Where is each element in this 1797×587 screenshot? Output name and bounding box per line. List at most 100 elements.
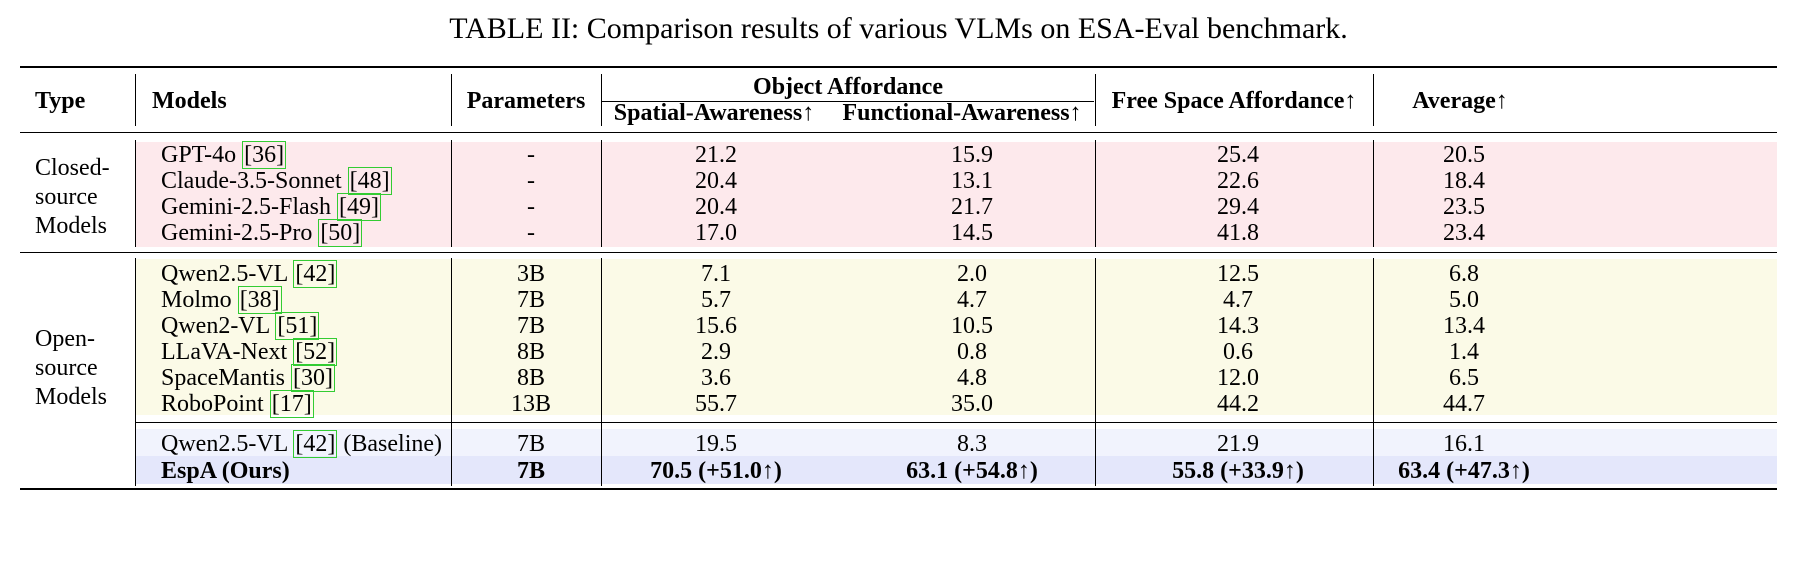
vline-params (601, 74, 603, 126)
cell-free-space: 12.5 (1217, 261, 1259, 287)
vline-params (601, 140, 603, 247)
cell-model: LLaVA-Next [52] (161, 337, 338, 367)
group-rule (20, 252, 1777, 254)
closed-source-line3: Models (35, 213, 107, 239)
cell-spatial-awareness: 17.0 (695, 220, 737, 246)
top-rule (20, 66, 1777, 68)
cell-average: 16.1 (1443, 431, 1485, 457)
header-rule (20, 132, 1777, 134)
cell-model: GPT-4o [36] (161, 140, 287, 170)
cell-free-space: 12.0 (1217, 365, 1259, 391)
citation-link[interactable]: [42] (293, 260, 338, 288)
citation-link[interactable]: [49] (336, 193, 381, 221)
cell-spatial-awareness: 20.4 (695, 168, 737, 194)
citation-link[interactable]: [38] (237, 286, 282, 314)
cell-parameters: 7B (516, 313, 546, 339)
cell-parameters: 7B (516, 287, 546, 313)
cell-spatial-awareness: 55.7 (695, 391, 737, 417)
cell-average: 23.4 (1443, 220, 1485, 246)
citation-link[interactable]: [50] (318, 219, 363, 247)
cell-average: 23.5 (1443, 194, 1485, 220)
model-name: Qwen2-VL (161, 313, 276, 339)
closed-source-label: Closed- source Models (35, 154, 110, 241)
cell-model: RoboPoint [17] (161, 389, 314, 419)
model-name: Claude-3.5-Sonnet (161, 168, 348, 194)
open-source-line3: Models (35, 384, 107, 410)
closed-source-band (136, 142, 1777, 247)
cell-free-space: 0.6 (1223, 339, 1253, 365)
cell-parameters: 13B (510, 391, 552, 417)
vline-object (1095, 140, 1097, 247)
cell-average: 13.4 (1443, 313, 1485, 339)
cell-functional-awareness: 14.5 (951, 220, 993, 246)
cell-model: Qwen2-VL [51] (161, 311, 320, 341)
vline-models (451, 74, 453, 126)
cell-parameters: - (527, 194, 535, 220)
open-source-band (136, 259, 1777, 415)
vline-params (601, 258, 603, 486)
cell-average: 1.4 (1449, 339, 1479, 365)
cell-average: 63.4 (+47.3↑) (1398, 458, 1530, 484)
object-affordance-rule (602, 101, 1094, 103)
open-source-line1: Open- (35, 326, 95, 352)
model-name: Qwen2.5-VL (161, 261, 294, 287)
model-name: Gemini-2.5-Flash (161, 194, 337, 220)
cell-functional-awareness: 8.3 (957, 431, 987, 457)
cell-functional-awareness: 35.0 (951, 391, 993, 417)
citation-link[interactable]: [51] (275, 312, 320, 340)
cell-parameters: 8B (516, 365, 546, 391)
ours-band (136, 456, 1777, 484)
vline-type (135, 74, 137, 126)
citation-link[interactable]: [48] (347, 167, 392, 195)
closed-source-line2: source (35, 184, 98, 210)
cell-model: Qwen2.5-VL [42] (161, 259, 338, 289)
header-free-space-affordance: Free Space Affordance↑ (1111, 88, 1357, 114)
cell-functional-awareness: 0.8 (957, 339, 987, 365)
header-object-affordance: Object Affordance (753, 74, 943, 100)
cell-spatial-awareness: 15.6 (695, 313, 737, 339)
cell-functional-awareness: 4.8 (957, 365, 987, 391)
model-name: EspA (Ours) (161, 458, 290, 484)
cell-free-space: 14.3 (1217, 313, 1259, 339)
model-name: LLaVA-Next (161, 339, 294, 365)
model-name: Gemini-2.5-Pro (161, 220, 319, 246)
citation-link[interactable]: [30] (290, 364, 335, 392)
cell-spatial-awareness: 3.6 (701, 365, 731, 391)
cell-average: 6.5 (1449, 365, 1479, 391)
cell-model: SpaceMantis [30] (161, 363, 335, 393)
cell-free-space: 55.8 (+33.9↑) (1172, 458, 1304, 484)
closed-source-line1: Closed- (35, 155, 110, 181)
cell-functional-awareness: 15.9 (951, 142, 993, 168)
cell-functional-awareness: 2.0 (957, 261, 987, 287)
cell-average: 20.5 (1443, 142, 1485, 168)
open-source-line2: source (35, 355, 98, 381)
cell-free-space: 25.4 (1217, 142, 1259, 168)
cell-average: 6.8 (1449, 261, 1479, 287)
header-average: Average↑ (1412, 88, 1508, 114)
cell-model: Gemini-2.5-Flash [49] (161, 192, 381, 222)
vline-object (1095, 74, 1097, 126)
cell-parameters: - (527, 142, 535, 168)
cell-parameters: 7B (516, 431, 546, 457)
model-name: SpaceMantis (161, 365, 291, 391)
header-type: Type (35, 88, 86, 114)
cell-free-space: 21.9 (1217, 431, 1259, 457)
cell-model: Qwen2.5-VL [42] (Baseline) (161, 429, 442, 459)
cell-model: Claude-3.5-Sonnet [48] (161, 166, 392, 196)
citation-link[interactable]: [17] (269, 390, 314, 418)
vline-models (451, 258, 453, 486)
cell-functional-awareness: 21.7 (951, 194, 993, 220)
cell-free-space: 22.6 (1217, 168, 1259, 194)
cell-spatial-awareness: 70.5 (+51.0↑) (650, 458, 782, 484)
citation-link[interactable]: [36] (242, 141, 287, 169)
model-name: Molmo (161, 287, 238, 313)
cell-average: 44.7 (1443, 391, 1485, 417)
cell-spatial-awareness: 21.2 (695, 142, 737, 168)
citation-link[interactable]: [52] (293, 338, 338, 366)
citation-link[interactable]: [42] (293, 430, 338, 458)
bottom-rule (20, 488, 1777, 490)
cell-parameters: - (527, 168, 535, 194)
cell-free-space: 4.7 (1223, 287, 1253, 313)
vline-free (1373, 258, 1375, 486)
model-name: GPT-4o (161, 142, 243, 168)
